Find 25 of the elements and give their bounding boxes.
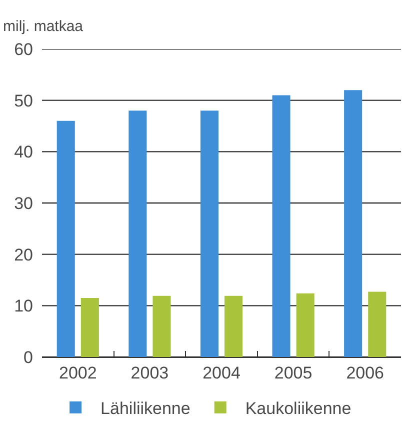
- bar: [80, 298, 99, 357]
- y-tick-label: 0: [24, 348, 33, 367]
- legend-label: Lähiliikenne: [100, 399, 190, 418]
- y-tick-label: 60: [14, 40, 33, 59]
- bar: [152, 296, 171, 357]
- legend-label: Kaukoliikenne: [245, 399, 352, 418]
- bar: [128, 110, 147, 357]
- y-tick-label: 10: [14, 296, 33, 316]
- bar: [272, 95, 290, 357]
- x-tick-label: 2002: [58, 364, 97, 383]
- bar: [296, 293, 314, 357]
- x-tick-label: 2003: [130, 364, 169, 383]
- y-tick-label: 50: [14, 91, 33, 110]
- y-tick-label: 30: [14, 194, 33, 213]
- bar: [56, 120, 75, 357]
- bar: [224, 296, 243, 357]
- bar: [200, 110, 218, 357]
- bar: [368, 292, 386, 357]
- x-tick-label: 2006: [346, 364, 384, 383]
- x-tick-label: 2004: [202, 364, 240, 383]
- x-tick-label: 2005: [274, 364, 312, 383]
- y-axis-title: milj. matkaa: [3, 18, 84, 35]
- y-tick-label: 40: [14, 142, 33, 162]
- y-tick-label: 20: [14, 245, 33, 264]
- bar: [344, 90, 362, 357]
